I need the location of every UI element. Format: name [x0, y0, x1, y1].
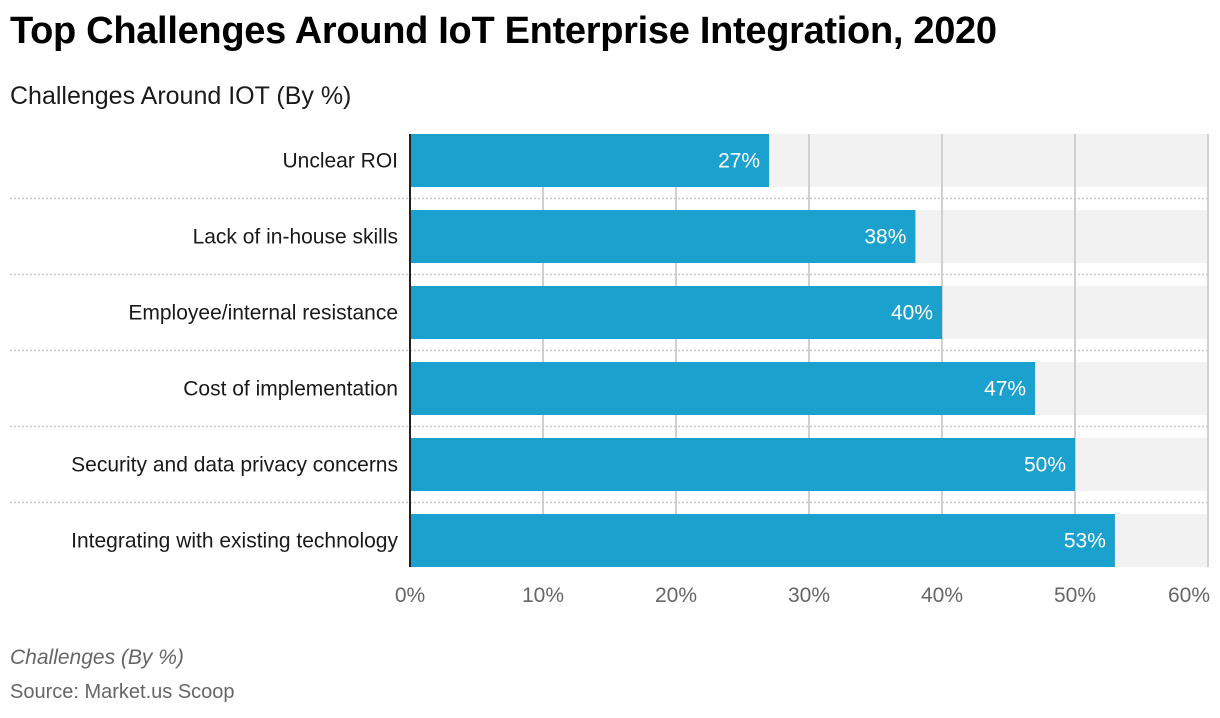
bar-chart: Unclear ROI Lack of in-house skills Employ…: [10, 134, 1210, 607]
axis-note: Challenges (By %): [10, 646, 184, 669]
x-tick-label: 30%: [788, 584, 830, 607]
x-tick-labels: 0% 10% 20% 30% 40% 50% 60%: [395, 584, 1210, 607]
x-tick-label: 40%: [921, 584, 963, 607]
value-label: 38%: [864, 226, 906, 249]
bar: [410, 210, 916, 263]
bar: [410, 438, 1075, 491]
chart-title: Top Challenges Around IoT Enterprise Int…: [10, 10, 997, 52]
value-label: 40%: [891, 302, 933, 325]
category-label: Cost of implementation: [183, 378, 398, 401]
chart-subtitle: Challenges Around IOT (By %): [10, 82, 352, 110]
bar: [410, 134, 770, 187]
bar: [410, 286, 942, 339]
value-label: 47%: [984, 378, 1026, 401]
x-tick-label: 20%: [655, 584, 697, 607]
category-label: Employee/internal resistance: [128, 302, 398, 325]
x-tick-label: 10%: [522, 584, 564, 607]
category-label: Integrating with existing technology: [71, 530, 398, 553]
source-text: Source: Market.us Scoop: [10, 681, 235, 703]
x-tick-label: 50%: [1054, 584, 1096, 607]
category-label: Unclear ROI: [282, 150, 398, 173]
value-label: 27%: [718, 150, 760, 173]
category-label: Lack of in-house skills: [193, 226, 398, 249]
value-labels: 27% 38% 40% 47% 50% 53%: [718, 150, 1106, 553]
value-label: 50%: [1024, 454, 1066, 477]
category-labels: Unclear ROI Lack of in-house skills Employ…: [71, 150, 398, 553]
value-label: 53%: [1064, 530, 1106, 553]
category-label: Security and data privacy concerns: [71, 454, 398, 477]
bar: [410, 514, 1115, 567]
bar: [410, 362, 1036, 415]
x-tick-label: 60%: [1168, 584, 1210, 607]
x-tick-label: 0%: [395, 584, 425, 607]
bars: [410, 134, 1115, 567]
